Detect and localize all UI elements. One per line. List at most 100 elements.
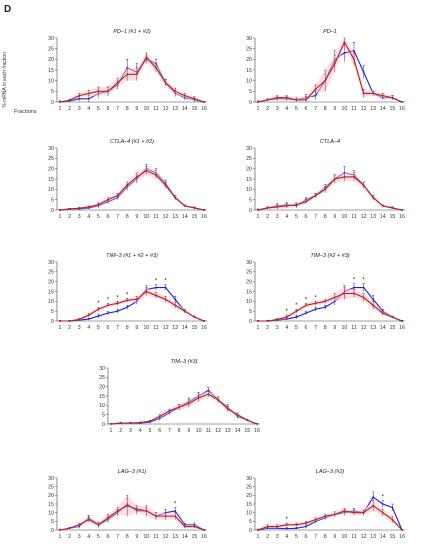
chart-title: PD–1 bbox=[323, 29, 337, 35]
x-tick-label: 5 bbox=[295, 325, 298, 331]
y-tick-label: 25 bbox=[246, 270, 252, 276]
data-point bbox=[285, 204, 288, 207]
data-point bbox=[276, 96, 279, 99]
y-tick-label: 15 bbox=[246, 502, 252, 508]
chart-title: LAG–3 (#1) bbox=[118, 469, 147, 475]
data-point bbox=[343, 176, 346, 178]
data-point bbox=[353, 58, 355, 61]
data-point bbox=[158, 415, 161, 418]
x-tick-label: 1 bbox=[59, 325, 62, 331]
x-tick-label: 15 bbox=[389, 106, 395, 112]
significance-asterisk: * bbox=[97, 301, 100, 307]
x-tick-label: 4 bbox=[285, 214, 288, 220]
x-tick-label: 16 bbox=[254, 428, 260, 434]
data-point bbox=[401, 101, 403, 103]
data-point bbox=[107, 90, 109, 93]
series-2 bbox=[109, 391, 259, 425]
series-line bbox=[257, 505, 403, 531]
data-point bbox=[401, 529, 403, 531]
y-tick-label: 0 bbox=[51, 319, 54, 325]
x-tick-label: 14 bbox=[380, 325, 386, 331]
y-tick-label: 5 bbox=[51, 519, 54, 525]
data-point bbox=[217, 398, 219, 401]
y-tick-label: 0 bbox=[51, 100, 54, 106]
x-tick-label: 12 bbox=[163, 534, 169, 540]
y-tick-label: 30 bbox=[246, 260, 252, 266]
x-tick-label: 8 bbox=[126, 325, 129, 331]
series-1 bbox=[58, 284, 206, 322]
data-point bbox=[314, 308, 317, 311]
error-band bbox=[60, 287, 204, 321]
x-tick-label: 13 bbox=[172, 214, 178, 220]
x-tick-label: 4 bbox=[139, 428, 142, 434]
x-tick-label: 15 bbox=[389, 214, 395, 220]
x-tick-label: 12 bbox=[163, 106, 169, 112]
x-tick-label: 16 bbox=[201, 214, 207, 220]
x-tick-label: 14 bbox=[380, 214, 386, 220]
x-tick-label: 8 bbox=[126, 534, 129, 540]
x-tick-label: 6 bbox=[305, 214, 308, 220]
series-line bbox=[257, 176, 403, 211]
data-point bbox=[207, 393, 210, 396]
x-tick-label: 16 bbox=[399, 325, 405, 331]
data-point bbox=[362, 184, 365, 187]
data-point bbox=[266, 98, 269, 101]
y-tick-label: 10 bbox=[246, 187, 252, 193]
data-point bbox=[285, 316, 288, 318]
x-tick-label: 1 bbox=[257, 325, 260, 331]
y-tick-label: 0 bbox=[249, 528, 252, 534]
x-tick-label: 6 bbox=[107, 106, 110, 112]
chart-title: TIM–3 (#2 + #3) bbox=[310, 253, 349, 259]
y-tick-label: 15 bbox=[246, 177, 252, 183]
data-point bbox=[68, 527, 71, 530]
data-point bbox=[155, 515, 157, 518]
x-tick-label: 16 bbox=[399, 214, 405, 220]
data-point bbox=[343, 41, 346, 44]
data-point bbox=[305, 522, 307, 524]
data-point bbox=[391, 316, 394, 318]
data-point bbox=[295, 98, 298, 101]
data-point bbox=[266, 320, 269, 322]
data-point bbox=[87, 206, 90, 208]
data-point bbox=[266, 207, 269, 209]
data-point bbox=[295, 527, 298, 530]
significance-asterisk: * bbox=[126, 292, 129, 298]
data-point bbox=[362, 511, 365, 514]
data-point bbox=[343, 52, 346, 54]
data-point bbox=[78, 523, 81, 526]
data-point bbox=[168, 410, 171, 412]
x-tick-label: 5 bbox=[148, 428, 151, 434]
x-tick-label: 9 bbox=[333, 534, 336, 540]
x-tick-label: 8 bbox=[324, 106, 327, 112]
x-tick-label: 16 bbox=[201, 106, 207, 112]
x-tick-label: 6 bbox=[107, 214, 110, 220]
data-point bbox=[257, 209, 259, 211]
y-tick-label: 25 bbox=[48, 46, 54, 52]
data-point bbox=[203, 209, 205, 211]
x-tick-label: 12 bbox=[163, 325, 169, 331]
x-tick-label: 11 bbox=[153, 214, 159, 220]
x-tick-label: 4 bbox=[87, 214, 90, 220]
y-tick-label: 25 bbox=[48, 156, 54, 162]
data-point bbox=[178, 406, 181, 409]
y-tick-label: 0 bbox=[51, 208, 54, 214]
y-tick-label: 10 bbox=[48, 187, 54, 193]
error-band bbox=[111, 391, 257, 424]
data-point bbox=[324, 306, 327, 309]
x-tick-label: 2 bbox=[68, 214, 71, 220]
y-tick-label: 30 bbox=[246, 146, 252, 152]
x-tick-label: 7 bbox=[116, 214, 119, 220]
x-tick-label: 2 bbox=[68, 534, 71, 540]
significance-asterisk: * bbox=[116, 295, 119, 301]
x-tick-label: 7 bbox=[314, 534, 317, 540]
data-point bbox=[116, 194, 119, 197]
data-point bbox=[257, 529, 259, 531]
y-tick-label: 15 bbox=[48, 68, 54, 74]
data-point bbox=[139, 421, 142, 424]
y-tick-label: 25 bbox=[246, 46, 252, 52]
data-point bbox=[353, 292, 355, 295]
x-tick-label: 16 bbox=[201, 325, 207, 331]
x-tick-label: 1 bbox=[59, 534, 62, 540]
x-tick-label: 9 bbox=[187, 428, 190, 434]
y-tick-label: 10 bbox=[48, 78, 54, 84]
